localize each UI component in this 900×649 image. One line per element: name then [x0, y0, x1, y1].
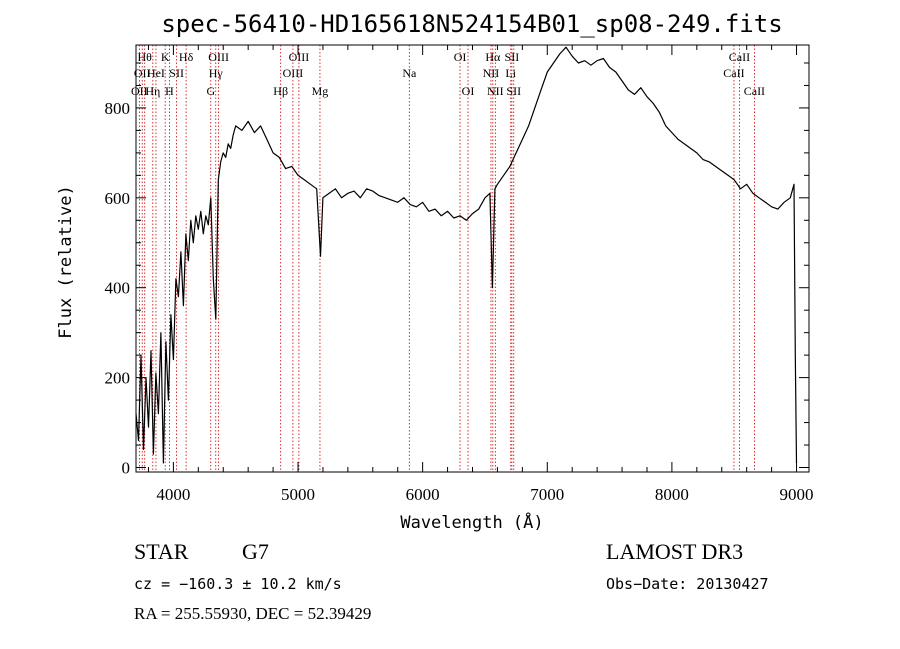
y-tick-label: 800: [105, 99, 131, 118]
survey-name: LAMOST DR3: [606, 539, 743, 564]
line-label: Hβ: [273, 84, 288, 98]
x-tick-label: 9000: [780, 485, 814, 504]
y-axis: 0 200 400 600 800: [105, 62, 809, 478]
line-label: Hη: [145, 84, 160, 98]
line-label: OI: [454, 50, 467, 64]
spectral-line-labels: OII OII Hθ Hη HeI K H SII Hδ G Hγ OIII Hβ OIII OIII Mg N…: [131, 50, 765, 98]
y-tick-label: 0: [122, 459, 131, 478]
chart-title: spec-56410-HD165618N524154B01_sp08-249.f…: [161, 10, 782, 38]
line-label: Li: [505, 66, 516, 80]
line-label: Hα: [485, 50, 501, 64]
plot-frame: [135, 44, 810, 473]
x-axis-title: Wavelength (Å): [400, 511, 543, 533]
x-axis: 4000 5000 6000 7000 8000 9000: [147, 45, 814, 504]
x-tick-label: 5000: [281, 485, 315, 504]
line-label: OII: [134, 66, 151, 80]
x-tick-label: 6000: [406, 485, 440, 504]
x-tick-label: 8000: [655, 485, 689, 504]
line-label: SII: [169, 66, 184, 80]
y-tick-label: 400: [105, 279, 131, 298]
object-class: STAR: [134, 539, 189, 564]
observation-date: Obs−Date: 20130427: [606, 575, 769, 593]
line-label: NII: [483, 66, 500, 80]
line-label: G: [206, 84, 215, 98]
line-label: Hδ: [179, 50, 194, 64]
spectrum-series: [135, 46, 798, 464]
line-label: Na: [402, 66, 417, 80]
object-subclass: G7: [242, 539, 269, 564]
y-tick-label: 600: [105, 189, 131, 208]
line-label: HeI: [147, 66, 165, 80]
line-label: OII: [131, 84, 148, 98]
line-label: OIII: [208, 50, 229, 64]
x-tick-label: 4000: [156, 485, 190, 504]
line-label: CaII: [729, 50, 750, 64]
line-label: OIII: [289, 50, 310, 64]
line-label: H: [165, 84, 174, 98]
line-label: SII: [505, 50, 520, 64]
line-label: CaII: [723, 66, 744, 80]
line-label: K: [161, 50, 170, 64]
spectrum-line: [135, 46, 798, 464]
line-label: OIII: [283, 66, 304, 80]
redshift-cz: cz = −160.3 ± 10.2 km/s: [134, 575, 342, 593]
spectral-line-markers: [138, 45, 755, 472]
line-label: Hθ: [138, 50, 153, 64]
x-tick-label: 7000: [530, 485, 564, 504]
line-label: Hγ: [209, 66, 224, 80]
line-label: NII: [487, 84, 504, 98]
line-label: CaII: [744, 84, 765, 98]
line-label: SII: [506, 84, 521, 98]
y-tick-label: 200: [105, 369, 131, 388]
y-axis-title: Flux (relative): [56, 185, 76, 339]
line-label: OI: [462, 84, 475, 98]
line-label: Mg: [312, 84, 329, 98]
coordinates: RA = 255.55930, DEC = 52.39429: [134, 604, 371, 623]
